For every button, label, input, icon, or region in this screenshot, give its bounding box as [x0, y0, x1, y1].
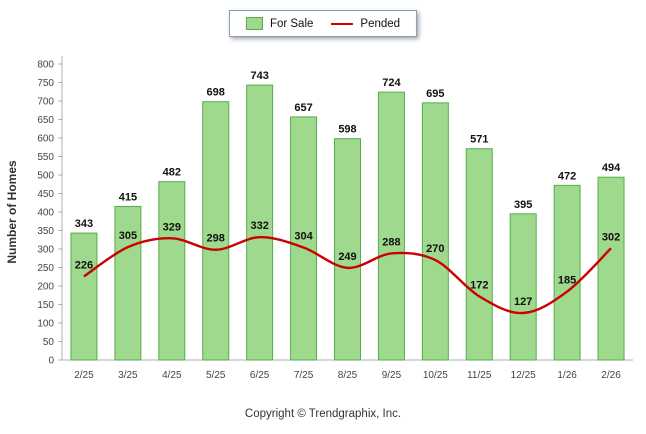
y-tick-label: 100 — [37, 319, 54, 330]
bar-value-label: 598 — [338, 124, 356, 136]
y-tick-label: 700 — [37, 97, 54, 108]
bar-value-label: 695 — [426, 88, 444, 100]
pended-value-label: 302 — [602, 231, 620, 243]
bar-value-label: 724 — [382, 77, 401, 89]
pended-value-label: 172 — [470, 279, 488, 291]
pended-value-label: 305 — [119, 230, 137, 242]
pended-value-label: 249 — [338, 251, 356, 263]
y-tick-label: 500 — [37, 171, 54, 182]
bar-8/25 — [334, 138, 361, 361]
copyright-text: Copyright © Trendgraphix, Inc. — [244, 408, 402, 420]
y-tick-label: 200 — [37, 282, 54, 293]
y-tick-label: 50 — [43, 337, 55, 348]
bar-value-label: 415 — [119, 191, 137, 203]
legend-label-pended: Pended — [360, 17, 401, 30]
bar-2/26 — [597, 176, 625, 361]
bar-value-label: 482 — [163, 167, 181, 179]
bar-12/25 — [509, 213, 537, 361]
bar-11/25 — [465, 148, 493, 361]
y-tick-label: 300 — [37, 245, 54, 256]
x-axis-label: 8/25 — [338, 370, 358, 381]
bar-7/25 — [290, 116, 318, 361]
y-tick-label: 800 — [37, 60, 54, 71]
x-axis-label: 7/25 — [294, 370, 314, 381]
bar-2/25 — [70, 232, 98, 361]
pended-value-label: 270 — [426, 243, 444, 255]
pended-line-swatch-icon — [331, 22, 354, 25]
x-axis-label: 5/25 — [206, 370, 226, 381]
pended-value-label: 226 — [75, 259, 93, 271]
bar-value-label: 494 — [602, 162, 621, 174]
bar-5/25 — [202, 101, 230, 361]
bar-4/25 — [158, 181, 186, 361]
x-axis-label: 11/25 — [467, 370, 492, 381]
y-tick-label: 650 — [37, 115, 54, 126]
y-axis-title: Number of Homes — [5, 160, 19, 264]
y-tick-label: 0 — [48, 356, 54, 367]
bar-10/25 — [421, 102, 449, 361]
bar-value-label: 472 — [558, 170, 576, 182]
y-tick-label: 350 — [37, 226, 54, 237]
x-axis-label: 9/25 — [382, 370, 402, 381]
pended-line — [83, 235, 612, 315]
bar-value-label: 698 — [207, 87, 225, 99]
y-tick-label: 150 — [37, 300, 54, 311]
pended-value-label: 288 — [382, 236, 400, 248]
y-tick-label: 600 — [37, 134, 54, 145]
x-axis-label: 2/26 — [601, 370, 621, 381]
bar-line-chart: 0 50 100 150 200 250 300 350 400 450 500 550 600 650 7… — [5, 56, 633, 381]
legend-item-for-sale: For Sale — [245, 17, 314, 30]
x-axis-label: 12/25 — [511, 370, 536, 381]
pended-value-label: 185 — [558, 275, 576, 287]
pended-value-label: 329 — [163, 221, 181, 233]
y-tick-label: 750 — [37, 78, 54, 89]
x-axis-label: 4/25 — [162, 370, 182, 381]
bar-value-label: 743 — [250, 70, 268, 82]
bar-6/25 — [246, 84, 274, 361]
y-tick-label: 450 — [37, 189, 54, 200]
chart-area: 0 50 100 150 200 250 300 350 400 450 500 550 600 650 7… — [0, 44, 646, 401]
bar-value-label: 571 — [470, 134, 488, 146]
y-tick-label: 400 — [37, 208, 54, 219]
x-axis-label: 10/25 — [423, 370, 448, 381]
y-tick-label: 550 — [37, 152, 54, 163]
bar-9/25 — [377, 91, 405, 361]
for-sale-swatch-icon — [245, 17, 263, 30]
bar-value-label: 395 — [514, 199, 532, 211]
legend-label-for-sale: For Sale — [269, 17, 314, 30]
x-axis-label: 6/25 — [250, 370, 270, 381]
pended-value-label: 127 — [514, 296, 532, 308]
pended-value-label: 298 — [207, 233, 225, 245]
bar-value-label: 657 — [294, 102, 312, 114]
bar-3/25 — [114, 205, 142, 361]
x-axis-label: 2/25 — [74, 370, 94, 381]
x-axis-label: 1/26 — [557, 370, 577, 381]
bar-value-label: 343 — [75, 218, 93, 230]
legend-item-pended: Pended — [331, 18, 400, 30]
legend: For Sale Pended — [228, 10, 418, 37]
pended-value-label: 304 — [294, 231, 313, 243]
bar-1/26 — [553, 184, 581, 361]
pended-value-label: 332 — [250, 220, 268, 232]
y-tick-label: 250 — [37, 263, 54, 274]
x-axis-label: 3/25 — [118, 370, 138, 381]
